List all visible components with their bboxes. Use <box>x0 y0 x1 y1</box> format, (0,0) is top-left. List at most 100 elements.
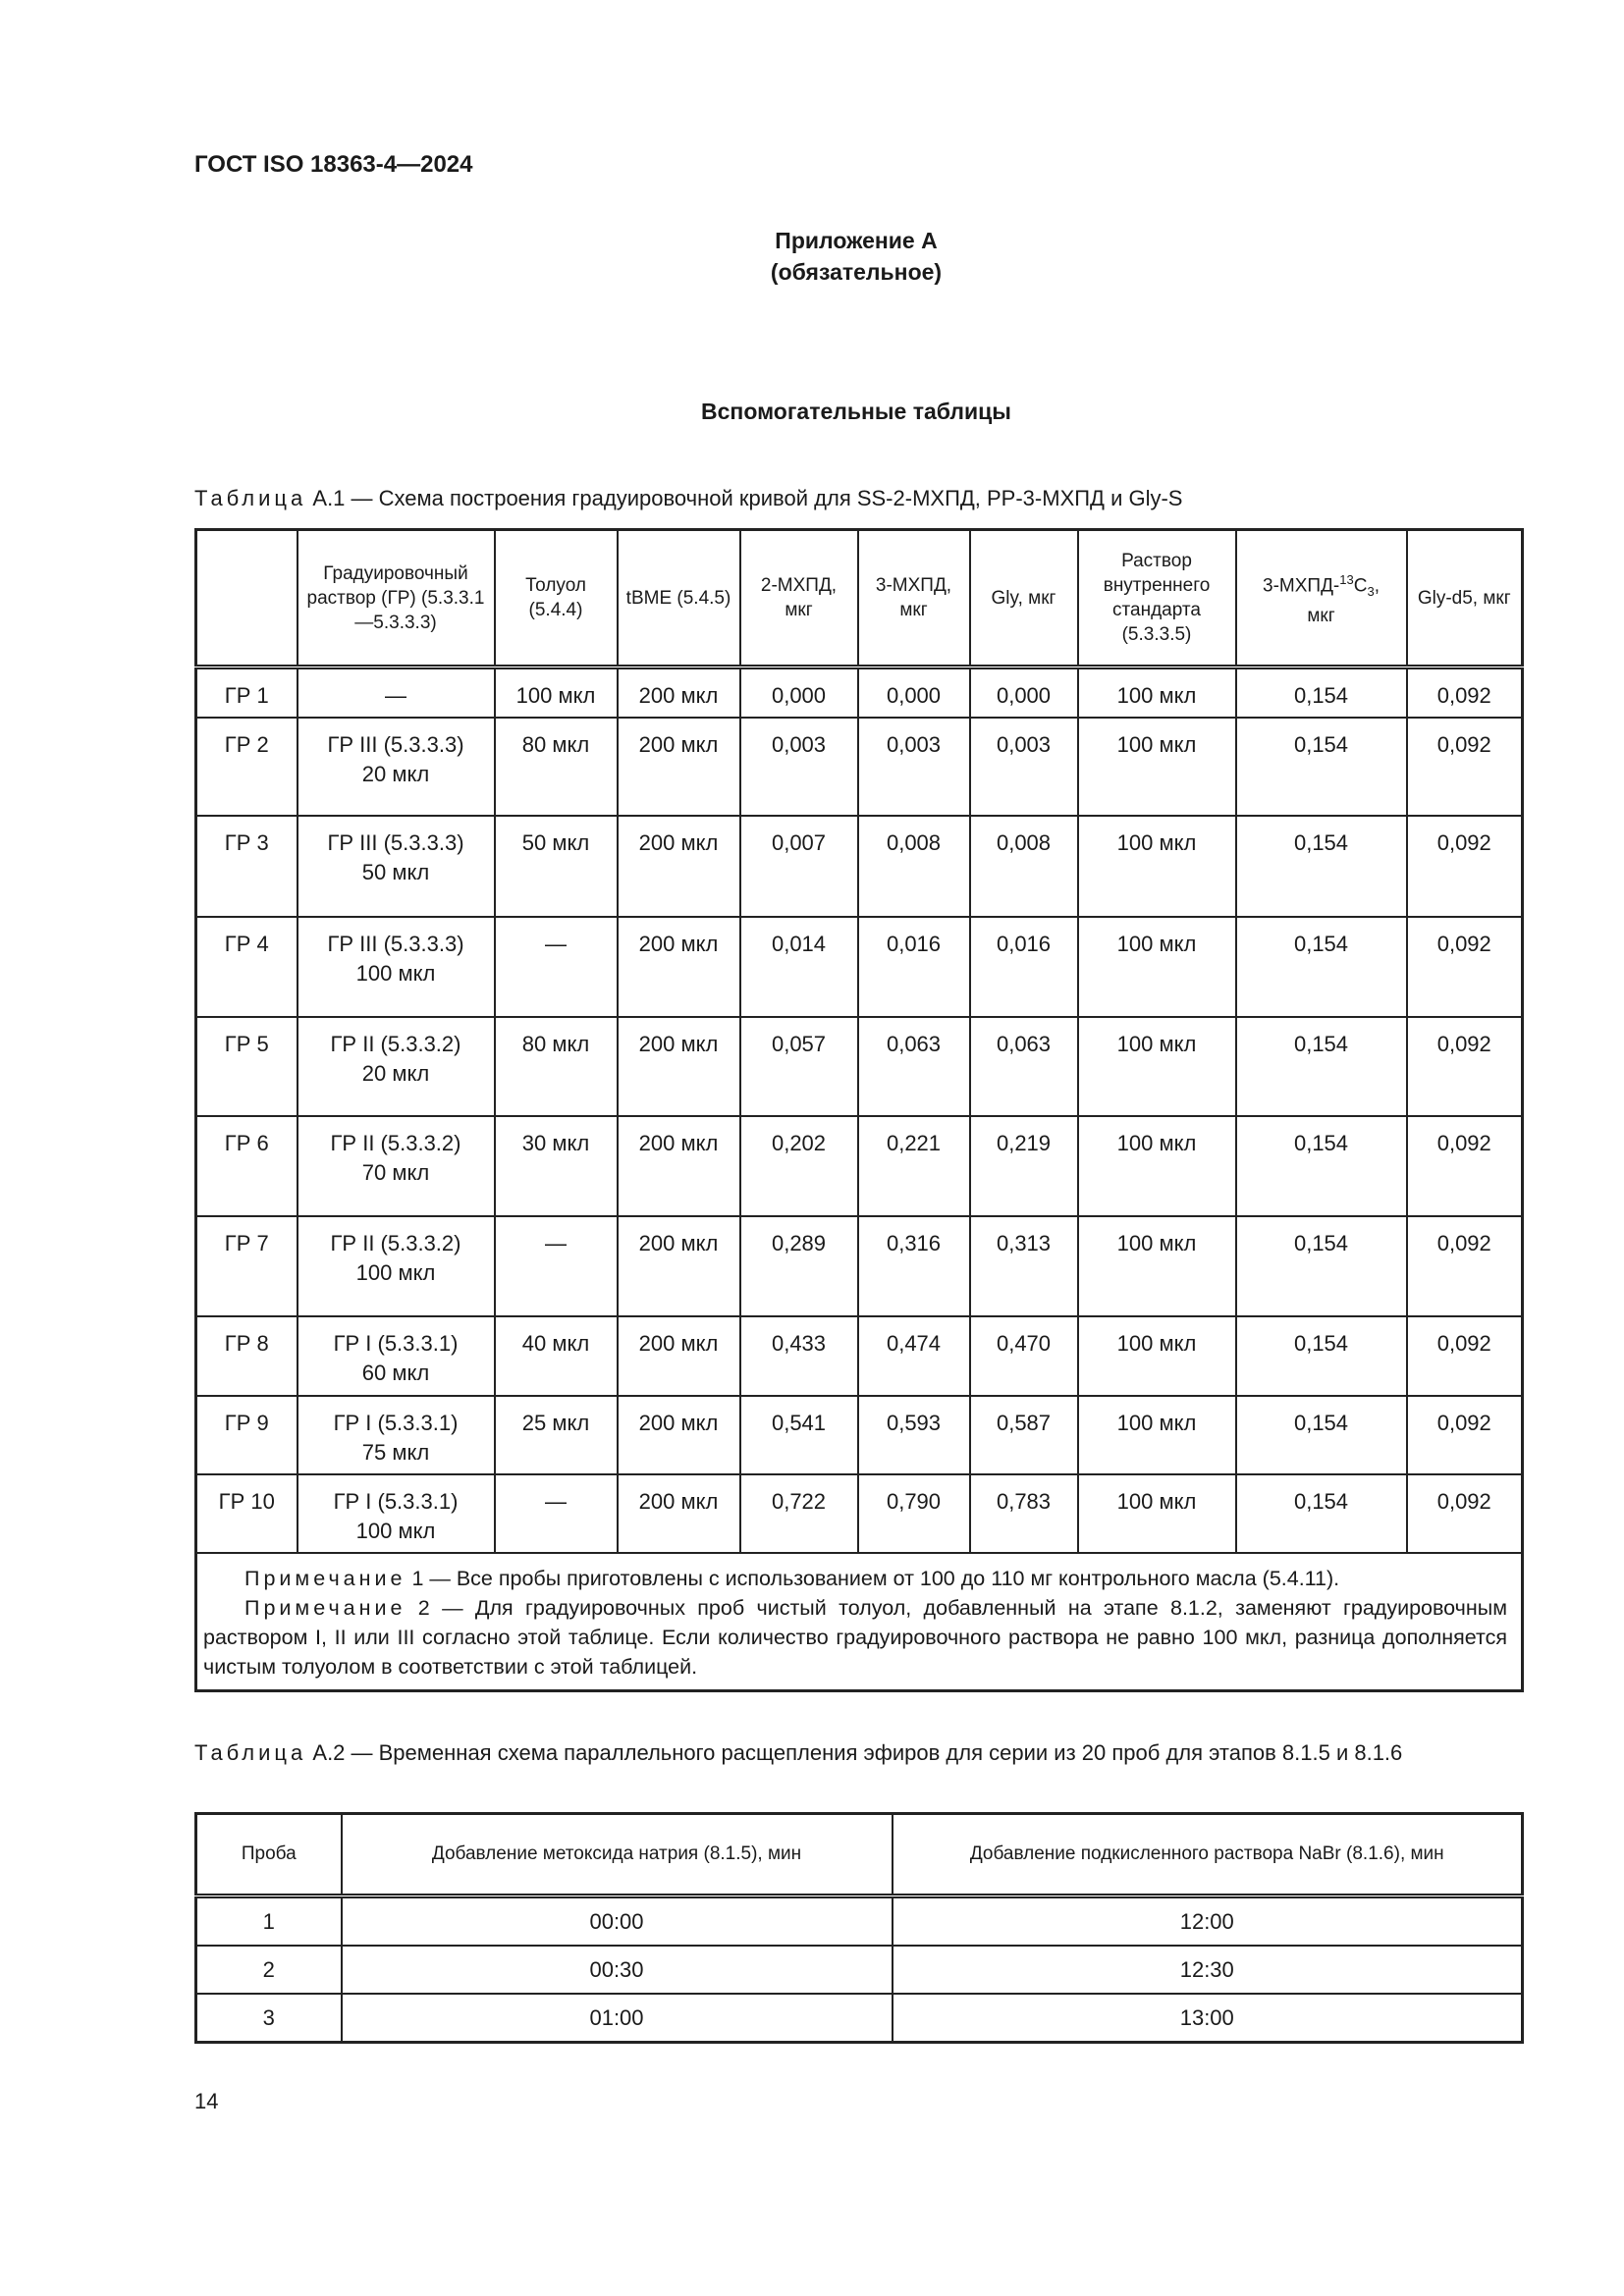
table-cell: ГР I (5.3.3.1) 60 мкл <box>296 1314 496 1397</box>
page-number: 14 <box>194 2089 219 2113</box>
table-a1-header-cell: tBME (5.4.5) <box>616 528 741 669</box>
table-cell: 13:00 <box>891 1993 1524 2044</box>
table-cell: ГР 4 <box>194 915 298 1018</box>
table-cell: 0,154 <box>1234 1472 1408 1554</box>
table-cell: 100 мкл <box>1076 1114 1237 1217</box>
table-cell: 0,722 <box>738 1472 859 1554</box>
table-cell: 200 мкл <box>616 666 741 719</box>
table-cell: 0,154 <box>1234 1015 1408 1117</box>
table-cell: 200 мкл <box>616 814 741 918</box>
table-cell: ГР I (5.3.3.1) 100 мкл <box>296 1472 496 1554</box>
table-cell: 0,092 <box>1405 716 1524 817</box>
cell-line: ГР I (5.3.3.1) <box>333 1410 459 1435</box>
table-cell: 50 мкл <box>493 814 619 918</box>
table-cell: 0,154 <box>1234 814 1408 918</box>
table-cell: 0,154 <box>1234 1214 1408 1317</box>
cell-line: 100 мкл <box>355 1518 436 1543</box>
cell-line: ГР I (5.3.3.1) <box>333 1488 459 1514</box>
table-cell: ГР 9 <box>194 1394 298 1475</box>
table-cell: 2 <box>194 1945 343 1995</box>
table-cell: 01:00 <box>340 1993 893 2044</box>
table-cell: 0,092 <box>1405 814 1524 918</box>
table-cell: 100 мкл <box>1076 1214 1237 1317</box>
table-a1-header-cell: Раствор внутреннего стандарта (5.3.3.5) <box>1076 528 1237 669</box>
cell-line: ГР II (5.3.3.2) <box>330 1230 461 1255</box>
table-cell: 100 мкл <box>1076 1394 1237 1475</box>
table-cell: 0,154 <box>1234 716 1408 817</box>
cell-line: 20 мкл <box>361 761 430 786</box>
table-cell: ГР III (5.3.3.3) 50 мкл <box>296 814 496 918</box>
table-cell: ГР 5 <box>194 1015 298 1117</box>
table-cell: 100 мкл <box>1076 814 1237 918</box>
table-cell: 0,000 <box>856 666 971 719</box>
table-cell: 0,541 <box>738 1394 859 1475</box>
cell-line: 100 мкл <box>355 960 436 986</box>
table-row: ГР 4 ГР III (5.3.3.3) 100 мкл —200 мкл 0,014… <box>194 915 1524 1018</box>
table-a2: Проба Добавление метоксида натрия (8.1.5)… <box>194 1812 1524 2044</box>
table-cell: 25 мкл <box>493 1394 619 1475</box>
table-cell: 1 <box>194 1895 343 1947</box>
table-cell: 200 мкл <box>616 1214 741 1317</box>
table-cell: 0,063 <box>856 1015 971 1117</box>
table-row: ГР 2 ГР III (5.3.3.3) 20 мкл 80 мкл 200 мкл 0… <box>194 716 1524 817</box>
table-cell: ГР I (5.3.3.1) 75 мкл <box>296 1394 496 1475</box>
table-cell: 0,092 <box>1405 1214 1524 1317</box>
table-cell: 80 мкл <box>493 716 619 817</box>
cell-line: 75 мкл <box>361 1439 430 1465</box>
table-cell: 80 мкл <box>493 1015 619 1117</box>
table-cell: 0,007 <box>738 814 859 918</box>
table-cell: 100 мкл <box>1076 1314 1237 1397</box>
table-cell: 0,790 <box>856 1472 971 1554</box>
document-header: ГОСТ ISO 18363-4—2024 <box>194 151 473 178</box>
table-cell: 0,221 <box>856 1114 971 1217</box>
table-row: ГР 5 ГР II (5.3.3.2) 20 мкл 80 мкл 200 мкл 0,… <box>194 1015 1524 1117</box>
table-cell: 0,016 <box>856 915 971 1018</box>
isotope-element: C <box>1353 575 1368 597</box>
table-cell: 0,219 <box>968 1114 1079 1217</box>
cell-line: 70 мкл <box>361 1159 430 1185</box>
isotope-mass: 13 <box>1339 571 1354 587</box>
cell-line: 50 мкл <box>361 859 430 884</box>
table-cell: 0,003 <box>968 716 1079 817</box>
table-cell: 0,202 <box>738 1114 859 1217</box>
table-cell: ГР III (5.3.3.3) 20 мкл <box>296 716 496 817</box>
table-cell: 0,092 <box>1405 1314 1524 1397</box>
table-cell: ГР 6 <box>194 1114 298 1217</box>
table-cell: 0,593 <box>856 1394 971 1475</box>
table-cell: ГР 7 <box>194 1214 298 1317</box>
table-cell: 0,063 <box>968 1015 1079 1117</box>
cell-line: ГР III (5.3.3.3) <box>327 731 464 757</box>
table-cell: 3 <box>194 1993 343 2044</box>
table-a1-header-cell: Толуол (5.4.4) <box>493 528 619 669</box>
table-cell: 0,154 <box>1234 1114 1408 1217</box>
table-cell: 0,016 <box>968 915 1079 1018</box>
note-text: 1 — Все пробы приготовлены с использован… <box>411 1566 1340 1590</box>
table-row: ГР 7 ГР II (5.3.3.2) 100 мкл —200 мкл 0,289 0… <box>194 1214 1524 1317</box>
table-a2-header-cell: Добавление подкисленного раствора NaBr (… <box>891 1812 1524 1898</box>
table-cell: 0,092 <box>1405 1394 1524 1475</box>
table-cell: 200 мкл <box>616 1015 741 1117</box>
table-cell: 200 мкл <box>616 1114 741 1217</box>
notes-row: Примечание 1 — Все пробы приготовлены с … <box>194 1551 1524 1691</box>
table-cell: 0,092 <box>1405 666 1524 719</box>
cell-line: 100 мкл <box>355 1259 436 1285</box>
table-a1-header-cell: 3-МХПД-13C3, мкг <box>1234 528 1408 669</box>
table-cell: 200 мкл <box>616 915 741 1018</box>
table-cell: 0,313 <box>968 1214 1079 1317</box>
table-cell: 0,316 <box>856 1214 971 1317</box>
table-cell: — <box>296 666 496 719</box>
cell-line: 20 мкл <box>361 1060 430 1086</box>
table-cell: 0,000 <box>968 666 1079 719</box>
table-cell: 0,474 <box>856 1314 971 1397</box>
table-a1-header-row: Градуировочный раствор (ГР) (5.3.3.1—5.3… <box>194 528 1524 669</box>
table-cell: 40 мкл <box>493 1314 619 1397</box>
table-row: ГР 3 ГР III (5.3.3.3) 50 мкл 50 мкл 200 мкл 0… <box>194 814 1524 918</box>
table-row: ГР 6 ГР II (5.3.3.2) 70 мкл 30 мкл 200 мкл 0,… <box>194 1114 1524 1217</box>
table-cell: 12:30 <box>891 1945 1524 1995</box>
table-row: ГР 9 ГР I (5.3.3.1) 75 мкл 25 мкл 200 мкл 0,5… <box>194 1394 1524 1475</box>
table-cell: 0,092 <box>1405 1472 1524 1554</box>
note-2: Примечание 2 — Для градуировочных проб ч… <box>203 1593 1507 1682</box>
table-cell: 0,057 <box>738 1015 859 1117</box>
table-cell: 0,008 <box>968 814 1079 918</box>
table-cell: 0,433 <box>738 1314 859 1397</box>
